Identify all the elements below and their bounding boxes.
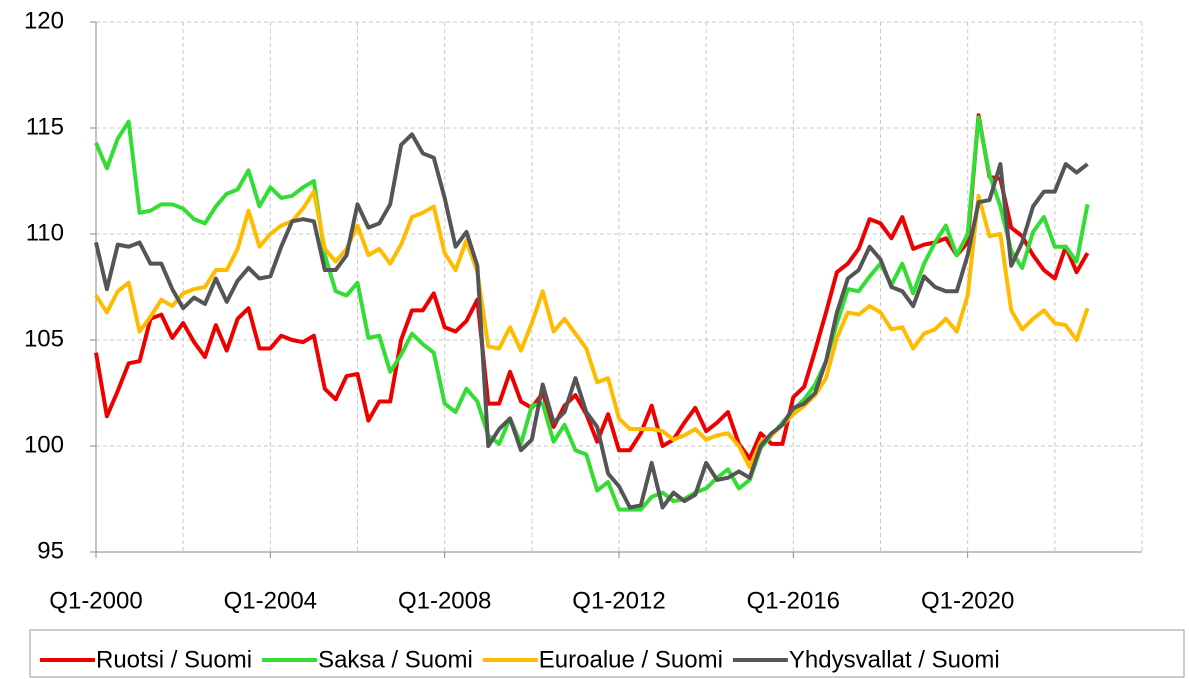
y-tick-label: 105 bbox=[24, 325, 64, 352]
series-line bbox=[94, 113, 1090, 461]
x-tick-label: Q1-2012 bbox=[572, 587, 665, 614]
series-line bbox=[94, 115, 1090, 512]
x-tick-label: Q1-2016 bbox=[747, 587, 840, 614]
x-tick-label: Q1-2008 bbox=[398, 587, 491, 614]
x-tick-label: Q1-2020 bbox=[921, 587, 1014, 614]
x-tick-label: Q1-2000 bbox=[49, 587, 142, 614]
y-tick-label: 115 bbox=[26, 113, 64, 140]
y-tick-label: 120 bbox=[24, 7, 64, 34]
legend-label: Saksa / Suomi bbox=[318, 646, 473, 673]
y-tick-label: 95 bbox=[37, 537, 64, 564]
legend-box bbox=[29, 629, 1185, 678]
x-tick-label: Q1-2004 bbox=[224, 587, 317, 614]
y-tick-label: 110 bbox=[26, 219, 64, 246]
legend-label: Yhdysvallat / Suomi bbox=[789, 646, 1000, 673]
legend-label: Ruotsi / Suomi bbox=[96, 646, 252, 673]
y-tick-label: 100 bbox=[24, 431, 64, 458]
legend-label: Euroalue / Suomi bbox=[539, 646, 723, 673]
series-line bbox=[94, 189, 1090, 470]
series-line bbox=[94, 132, 1089, 510]
